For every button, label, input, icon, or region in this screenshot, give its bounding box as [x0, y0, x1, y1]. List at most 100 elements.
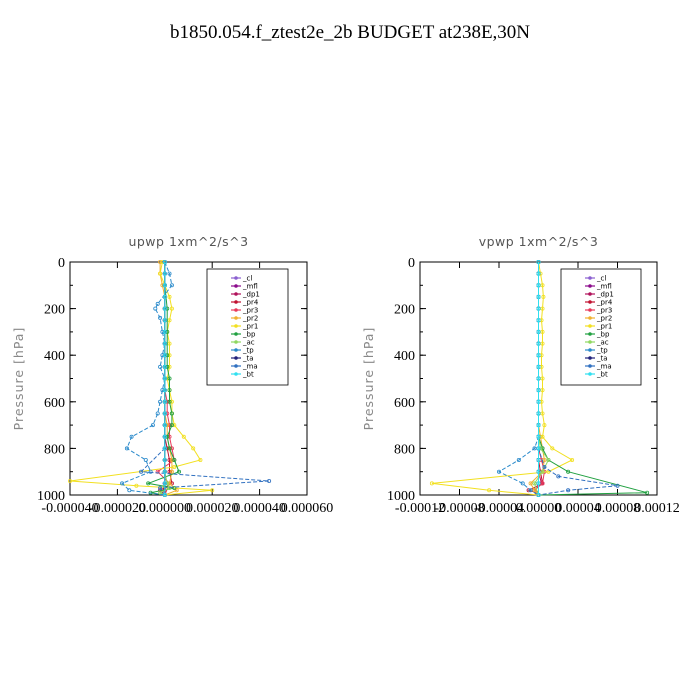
data-point: [165, 329, 170, 334]
y-axis-label: Pressure [hPa]: [11, 327, 26, 431]
legend-label: _ac: [242, 339, 255, 347]
data-point: [540, 306, 545, 311]
data-point: [536, 423, 541, 428]
data-point: [158, 490, 163, 495]
data-point: [127, 488, 132, 493]
data-point: [162, 388, 167, 393]
data-point: [542, 457, 547, 462]
legend-label: _dp1: [596, 291, 614, 299]
data-point: [155, 411, 160, 416]
data-point: [181, 434, 186, 439]
data-point: [487, 488, 492, 493]
data-point: [129, 434, 134, 439]
data-point: [167, 294, 172, 299]
data-point: [172, 464, 177, 469]
data-point: [160, 283, 165, 288]
data-point: [174, 488, 179, 493]
legend-label: _bp: [596, 331, 610, 339]
legend-marker: [234, 276, 238, 280]
legend-label: _pr4: [596, 299, 613, 307]
data-point: [536, 376, 541, 381]
legend-marker: [234, 356, 238, 360]
series-line-tp: [497, 262, 539, 496]
data-point: [536, 294, 541, 299]
data-point: [536, 457, 541, 462]
data-point: [540, 434, 545, 439]
data-point: [198, 457, 203, 462]
data-point: [536, 353, 541, 358]
legend-marker: [588, 332, 592, 336]
data-point: [167, 353, 172, 358]
legend-label: _pr3: [242, 307, 258, 315]
data-point: [153, 306, 158, 311]
data-point: [160, 388, 165, 393]
legend-marker: [234, 348, 238, 352]
data-point: [550, 446, 555, 451]
data-point: [162, 481, 167, 486]
y-tick-label: 1000: [387, 489, 415, 504]
data-point: [165, 411, 170, 416]
data-point: [158, 399, 163, 404]
legend-label: _tp: [596, 347, 608, 355]
legend-label: _pr2: [596, 315, 612, 323]
data-point: [556, 474, 561, 479]
data-point: [158, 271, 163, 276]
y-axis-label: Pressure [hPa]: [361, 327, 376, 431]
data-point: [536, 364, 541, 369]
data-point: [645, 490, 650, 495]
data-point: [162, 411, 167, 416]
data-point: [162, 457, 167, 462]
legend-marker: [588, 284, 592, 288]
data-point: [165, 353, 170, 358]
legend-marker: [588, 292, 592, 296]
data-point: [162, 399, 167, 404]
data-point: [536, 434, 541, 439]
data-point: [162, 434, 167, 439]
data-point: [615, 483, 620, 488]
y-tick-label: 800: [394, 442, 415, 457]
data-point: [210, 488, 215, 493]
data-point: [167, 271, 172, 276]
data-point: [162, 259, 167, 264]
legend-label: _ac: [596, 339, 609, 347]
series-line-pr1: [431, 261, 574, 496]
legend-label: _pr4: [242, 299, 259, 307]
legend-marker: [234, 324, 238, 328]
data-point: [162, 364, 167, 369]
data-point: [172, 485, 177, 490]
data-point: [165, 364, 170, 369]
data-point: [162, 353, 167, 358]
data-point: [172, 423, 177, 428]
legend-label: _mfl: [596, 283, 612, 291]
data-point: [540, 329, 545, 334]
data-point: [165, 376, 170, 381]
legend-label: _dp1: [242, 291, 260, 299]
y-tick-label: 200: [44, 303, 65, 318]
data-point: [162, 306, 167, 311]
x-tick-label: 0.000020: [186, 501, 239, 516]
data-point: [566, 469, 571, 474]
data-point: [542, 464, 547, 469]
x-tick-label: 0.00000: [516, 501, 562, 516]
data-point: [167, 376, 172, 381]
data-point: [536, 259, 541, 264]
data-point: [165, 306, 170, 311]
x-tick-label: 0.000040: [233, 501, 286, 516]
data-point: [158, 485, 163, 490]
data-point: [546, 457, 551, 462]
legend-label: _ma: [596, 363, 612, 371]
series-line-pr1: [69, 261, 213, 496]
data-point: [536, 283, 541, 288]
y-tick-label: 600: [44, 396, 65, 411]
data-point: [532, 488, 537, 493]
data-point: [162, 283, 167, 288]
data-point: [150, 423, 155, 428]
legend-marker: [234, 284, 238, 288]
y-tick-label: 400: [394, 349, 415, 364]
x-tick-label: -0.00008: [434, 501, 484, 516]
x-tick-label: -0.000020: [89, 501, 146, 516]
legend-label: _mfl: [242, 283, 258, 291]
data-point: [169, 457, 174, 462]
legend-marker: [588, 356, 592, 360]
